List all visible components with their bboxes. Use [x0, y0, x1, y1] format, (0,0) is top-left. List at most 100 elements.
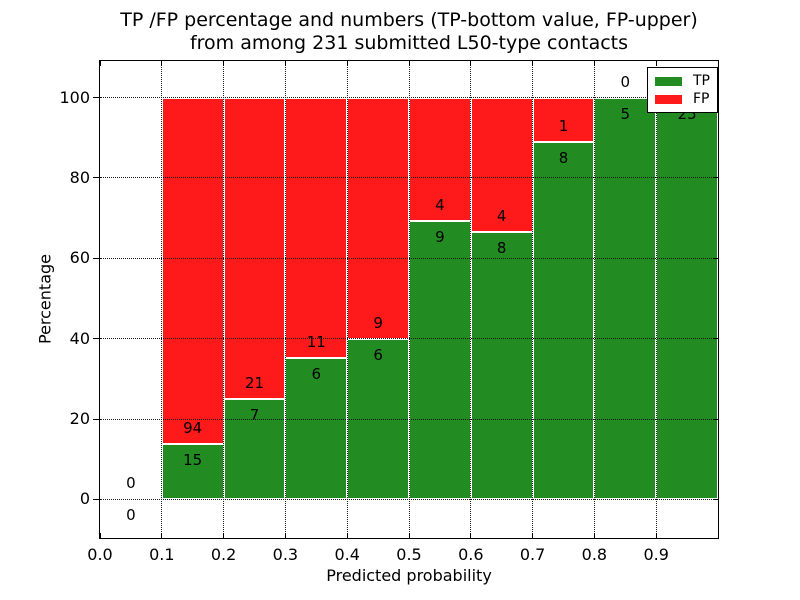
x-tick-bottom — [593, 533, 595, 538]
fp-count-label: 11 — [306, 332, 326, 351]
y-tick-right — [713, 418, 718, 420]
x-tick-top — [655, 61, 657, 66]
fp-count-label: 21 — [244, 373, 265, 392]
tp-count-label: 5 — [620, 104, 631, 123]
tp-count-label: 15 — [183, 451, 203, 470]
y-tick-left — [93, 177, 100, 179]
fp-count-label: 1 — [558, 117, 569, 136]
y-tick-label: 0 — [79, 489, 90, 509]
legend-label-fp: FP — [693, 90, 710, 107]
y-gridline — [100, 498, 718, 500]
fp-count-label: 94 — [183, 419, 203, 438]
y-tick-label: 100 — [59, 87, 90, 107]
x-tick-top — [470, 61, 472, 66]
y-tick-right — [713, 257, 718, 259]
fp-count-label: 9 — [373, 313, 383, 332]
y-tick-left — [93, 418, 100, 420]
x-tick-top — [161, 61, 163, 66]
y-gridline — [100, 177, 718, 179]
x-gridline — [161, 61, 163, 538]
x-tick-top — [408, 61, 410, 66]
x-tick-bottom — [346, 533, 348, 538]
tp-count-label: 6 — [311, 364, 322, 383]
y-tick-label: 20 — [69, 409, 90, 429]
x-gridline — [223, 61, 225, 538]
x-tick-top — [593, 61, 595, 66]
x-tick-bottom — [161, 533, 163, 538]
tp-count-label: 8 — [558, 149, 569, 168]
tp-count-label: 9 — [435, 228, 445, 247]
legend: TP FP — [647, 67, 718, 113]
bar-segment-tp — [532, 142, 595, 500]
fp-count-label: 0 — [620, 72, 631, 91]
x-gridline — [346, 61, 348, 538]
x-tick-top — [284, 61, 286, 66]
x-tick-top — [532, 61, 534, 66]
bar-segment-tp — [594, 97, 657, 500]
y-tick-right — [713, 338, 718, 340]
bar-segment-tp — [470, 231, 533, 500]
y-tick-label: 80 — [69, 167, 90, 187]
chart-title-line1: TP /FP percentage and numbers (TP-bottom… — [120, 9, 698, 31]
x-tick-label: 0.5 — [396, 545, 422, 564]
chart-title: TP /FP percentage and numbers (TP-bottom… — [100, 9, 718, 55]
chart-title-line2: from among 231 submitted L50-type contac… — [189, 32, 629, 54]
tp-count-label: 7 — [249, 405, 260, 424]
x-gridline — [408, 61, 410, 538]
y-tick-label: 40 — [69, 328, 90, 348]
y-gridline — [100, 418, 718, 420]
y-gridline — [100, 97, 718, 99]
x-gridline — [284, 61, 286, 538]
x-tick-bottom — [99, 533, 101, 538]
y-tick-left — [93, 257, 100, 259]
y-gridline — [100, 338, 718, 340]
x-tick-bottom — [532, 533, 534, 538]
x-tick-top — [99, 61, 101, 66]
bar-segment-tp — [656, 97, 718, 500]
x-gridline — [593, 61, 595, 538]
x-tick-label: 0.9 — [643, 545, 669, 564]
x-tick-label: 0.6 — [458, 545, 484, 564]
bar-segment-fp — [223, 97, 286, 399]
bar-segment-fp — [285, 97, 348, 358]
x-tick-label: 0.8 — [581, 545, 608, 564]
fp-count-label: 4 — [435, 196, 445, 215]
x-tick-bottom — [408, 533, 410, 538]
fp-count-label: 0 — [126, 474, 136, 493]
legend-item-tp: TP — [655, 72, 710, 89]
tp-count-label: 8 — [496, 238, 507, 257]
x-tick-label: 0.0 — [87, 545, 113, 564]
x-tick-top — [223, 61, 225, 66]
fp-count-label: 4 — [496, 206, 507, 225]
y-tick-right — [713, 498, 718, 500]
y-tick-left — [93, 498, 100, 500]
x-tick-top — [346, 61, 348, 66]
plot-area: TP FP 0094152171169649481805025 — [99, 60, 719, 539]
tp-count-label: 0 — [126, 506, 136, 525]
x-gridline — [532, 61, 534, 538]
y-tick-label: 60 — [69, 248, 90, 268]
x-tick-bottom — [655, 533, 657, 538]
bar-segment-tp — [409, 221, 471, 500]
x-tick-label: 0.7 — [519, 545, 546, 564]
x-tick-bottom — [223, 533, 225, 538]
bar-segment-fp — [347, 97, 409, 339]
legend-swatch-tp-icon — [655, 76, 682, 86]
x-tick-label: 0.1 — [149, 545, 175, 564]
legend-label-tp: TP — [693, 72, 710, 89]
legend-item-fp: FP — [655, 90, 710, 107]
bar-segment-fp — [161, 97, 224, 445]
y-tick-right — [713, 177, 718, 179]
legend-swatch-fp-icon — [655, 94, 682, 104]
x-tick-bottom — [470, 533, 472, 538]
x-tick-label: 0.3 — [272, 545, 299, 564]
y-tick-left — [93, 97, 100, 99]
y-gridline — [100, 257, 718, 259]
x-tick-label: 0.2 — [210, 545, 237, 564]
x-tick-bottom — [284, 533, 286, 538]
x-gridline — [655, 61, 657, 538]
tp-count-label: 6 — [373, 345, 383, 364]
y-tick-left — [93, 338, 100, 340]
x-tick-label: 0.4 — [334, 545, 360, 564]
